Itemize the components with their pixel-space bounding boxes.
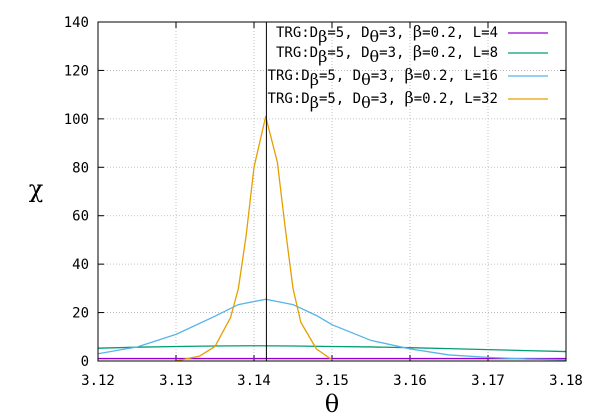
x-tick-label: 3.14: [237, 373, 271, 389]
legend-text-part: =3,: [379, 45, 413, 61]
legend-text-part: β: [318, 47, 327, 66]
legend-text-part: TRG:D: [268, 91, 310, 107]
legend-text-part: θ: [361, 93, 371, 112]
legend-entry-1: TRG:Dβ=5, Dθ=3, β=0.2, L=4: [276, 22, 498, 46]
legend-text-part: θ: [361, 70, 371, 89]
legend-text-part: β: [310, 93, 319, 112]
legend-entry-2: TRG:Dβ=5, Dθ=3, β=0.2, L=8: [276, 42, 498, 66]
legend-text-part: β: [310, 70, 319, 89]
series-line-3: [97, 298, 567, 361]
y-tick-label: 120: [64, 63, 89, 79]
legend-text-part: θ: [370, 47, 380, 66]
legend-text-part: =5, D: [327, 45, 369, 61]
legend-text-part: θ: [370, 27, 380, 46]
x-tick-label: 3.18: [549, 373, 583, 389]
y-tick-label: 140: [64, 15, 89, 31]
legend-text-part: TRG:D: [276, 45, 318, 61]
y-tick-label: 80: [72, 160, 89, 176]
series-line-4: [175, 115, 333, 362]
legend-text-part: =5, D: [327, 25, 369, 41]
legend-text-part: =0.2, L=32: [414, 91, 498, 107]
legend-text-part: β: [413, 22, 422, 41]
x-tick-label: 3.13: [159, 373, 193, 389]
y-tick-label: 100: [64, 112, 89, 128]
y-tick-label: 20: [72, 306, 89, 322]
x-tick-label: 3.12: [81, 373, 115, 389]
legend-text-part: TRG:D: [276, 25, 318, 41]
series-lines: [97, 115, 567, 362]
legend-text-part: =3,: [371, 68, 405, 84]
y-tick-label: 40: [72, 257, 89, 273]
x-tick-label: 3.17: [471, 373, 505, 389]
legend-text-part: =0.2, L=8: [422, 45, 498, 61]
legend-text-part: β: [413, 42, 422, 61]
legend-text-part: =0.2, L=16: [414, 68, 498, 84]
ticks: 3.12 3.13 3.14 3.15 3.16 3.17 3.18 0 20 40 60 80 100…: [64, 15, 583, 389]
legend-text-part: =3,: [371, 91, 405, 107]
legend-text-part: β: [404, 65, 413, 84]
legend-text-part: TRG:D: [268, 68, 310, 84]
x-tick-label: 3.15: [315, 373, 349, 389]
y-axis-label: χ: [29, 175, 44, 203]
legend-text-part: =5, D: [319, 91, 361, 107]
y-tick-label: 0: [81, 354, 89, 370]
x-axis-label: θ: [325, 390, 339, 418]
legend-text-part: =5, D: [319, 68, 361, 84]
legend-text-part: =3,: [379, 25, 413, 41]
legend-text-part: β: [318, 27, 327, 46]
x-tick-label: 3.16: [393, 373, 427, 389]
plot-frame: [97, 21, 567, 362]
legend-text-part: =0.2, L=4: [422, 25, 498, 41]
legend-entry-4: TRG:Dβ=5, Dθ=3, β=0.2, L=32: [268, 88, 498, 112]
series-line-2: [97, 345, 567, 353]
legend-entry-3: TRG:Dβ=5, Dθ=3, β=0.2, L=16: [268, 65, 498, 89]
y-tick-label: 60: [72, 209, 89, 225]
legend-text-part: β: [404, 88, 413, 107]
